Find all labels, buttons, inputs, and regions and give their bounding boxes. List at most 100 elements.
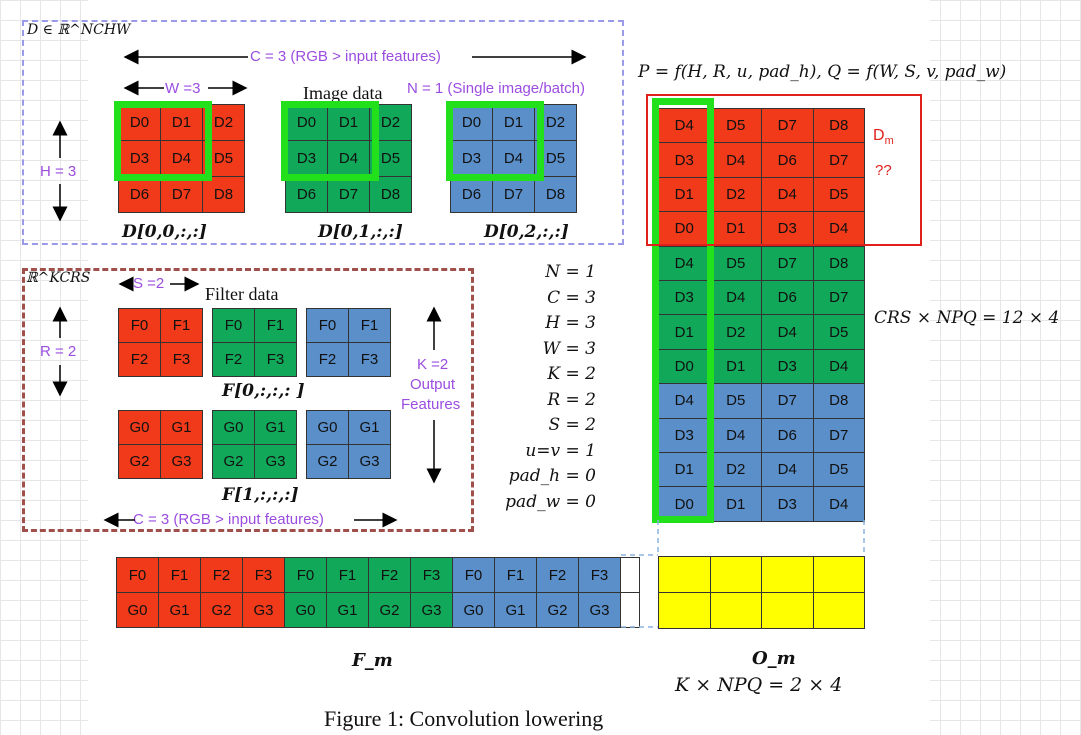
fm-cell-0-4: F0 xyxy=(284,557,327,593)
fm-cell-1-2: G2 xyxy=(200,592,243,628)
image-tensor-label: D ∈ ℝ^NCHW xyxy=(27,22,131,38)
caption-d02: D[0,2,:,:] xyxy=(484,222,569,242)
filter-channels-label: C = 3 (RGB > input features) xyxy=(133,511,324,528)
fm-cell-1-0: G0 xyxy=(116,592,159,628)
dm-cell-blue-1-2: D6 xyxy=(761,417,814,453)
image-cell-red-D1: D1 xyxy=(160,104,203,141)
fm-cell-1-4: G0 xyxy=(284,592,327,628)
filter-cell-green-G0: G0 xyxy=(212,410,255,445)
filter-cell-red-F2: F2 xyxy=(118,342,161,377)
dm-cell-blue-0-3: D8 xyxy=(812,383,865,419)
k-label: K =2 xyxy=(417,356,449,373)
dm-highlight-box xyxy=(646,94,922,246)
fm-cell-1-11: G3 xyxy=(578,592,621,628)
dm-label: Dm xyxy=(873,127,894,148)
batch-label: N = 1 (Single image/batch) xyxy=(407,80,586,97)
fm-label: F_m xyxy=(352,650,393,671)
param-8: pad_h = 0 xyxy=(508,466,596,486)
filter-cell-red-G0: G0 xyxy=(118,410,161,445)
param-7: u=v = 1 xyxy=(525,440,596,461)
filter-cell-red-G2: G2 xyxy=(118,444,161,479)
filter-cell-red-F1: F1 xyxy=(160,308,203,343)
width-label: W =3 xyxy=(165,80,201,97)
param-4: K = 2 xyxy=(547,364,596,384)
image-cell-blue-D7: D7 xyxy=(492,176,535,213)
filter-cell-blue-G1: G1 xyxy=(348,410,391,445)
caption-f1: F[1,:,:,:] xyxy=(222,485,299,505)
dm-cell-red-1-0: D3 xyxy=(658,142,711,178)
filter-cell-green-G1: G1 xyxy=(254,410,297,445)
image-cell-blue-D4: D4 xyxy=(492,140,535,177)
figure-caption: Figure 1: Convolution lowering xyxy=(324,706,604,731)
features-label: Features xyxy=(401,396,461,413)
filter-cell-green-G2: G2 xyxy=(212,444,255,479)
dm-cell-blue-3-0: D0 xyxy=(658,486,711,522)
param-1: C = 3 xyxy=(547,287,596,308)
filter-cell-blue-F0: F0 xyxy=(306,308,349,343)
window-highlight-red xyxy=(114,101,212,181)
r-label: R = 2 xyxy=(40,343,77,360)
dm-cell-green-1-2: D6 xyxy=(761,280,814,316)
fm-cell-0-9: F1 xyxy=(494,557,537,593)
dm-cell-red-0-2: D7 xyxy=(761,108,814,144)
filter-tensor-label: ℝ^KCRS xyxy=(26,270,91,286)
om-cell-1-0 xyxy=(658,592,711,629)
filter-cell-green-F2: F2 xyxy=(212,342,255,377)
output-label: Output xyxy=(410,376,456,393)
image-cell-red-D6: D6 xyxy=(118,176,161,213)
pq-formula: P = f(H, R, u, pad_h), Q = f(W, S, v, pa… xyxy=(638,62,1007,82)
caption-d01: D[0,1,:,:] xyxy=(318,222,403,242)
image-cell-green-D8: D8 xyxy=(369,176,412,213)
channels-label: C = 3 (RGB > input features) xyxy=(250,48,441,65)
dm-cell-green-0-3: D8 xyxy=(812,245,865,281)
fm-cell-0-1: F1 xyxy=(158,557,201,593)
knpq-formula: K × NPQ = 2 × 4 xyxy=(675,674,843,696)
filter-cell-blue-F2: F2 xyxy=(306,342,349,377)
dm-cell-blue-3-1: D1 xyxy=(709,486,762,522)
dm-cell-red-3-2: D3 xyxy=(761,211,814,247)
om-cell-1-1 xyxy=(709,592,762,629)
dm-cell-blue-0-0: D4 xyxy=(658,383,711,419)
fm-cell-1-5: G1 xyxy=(326,592,369,628)
image-data-title: Image data xyxy=(303,83,383,103)
filter-data-title: Filter data xyxy=(205,284,279,304)
fm-cell-0-10: F2 xyxy=(536,557,579,593)
caption-f0: F[0,:,:,: ] xyxy=(222,381,305,401)
filter-cell-red-G1: G1 xyxy=(160,410,203,445)
filter-cell-green-F3: F3 xyxy=(254,342,297,377)
filter-cell-red-F3: F3 xyxy=(160,342,203,377)
stride-s-label: S =2 xyxy=(133,275,165,292)
param-3: W = 3 xyxy=(542,338,596,359)
param-9: pad_w = 0 xyxy=(505,491,596,512)
fm-cell-1-9: G1 xyxy=(494,592,537,628)
om-label: O_m xyxy=(752,648,796,669)
fm-cell-0-0: F0 xyxy=(116,557,159,593)
image-cell-green-D7: D7 xyxy=(327,176,370,213)
dm-cell-blue-0-2: D7 xyxy=(761,383,814,419)
fm-cell-1-10: G2 xyxy=(536,592,579,628)
dm-cell-blue-3-3: D4 xyxy=(812,486,865,522)
fm-cell-1-6: G2 xyxy=(368,592,411,628)
dm-cell-red-2-1: D2 xyxy=(709,176,762,213)
dm-cell-red-0-3: D8 xyxy=(812,108,865,144)
om-cell-0-3 xyxy=(812,556,865,593)
filter-cell-blue-G0: G0 xyxy=(306,410,349,445)
dm-column-highlight xyxy=(652,98,714,523)
fm-cell-0-3: F3 xyxy=(242,557,285,593)
fm-cell-1-3: G3 xyxy=(242,592,285,628)
param-5: R = 2 xyxy=(547,389,596,410)
image-cell-green-D1: D1 xyxy=(327,104,370,141)
image-data-box xyxy=(22,20,624,245)
filter-cell-green-G3: G3 xyxy=(254,444,297,479)
dm-cell-green-1-1: D4 xyxy=(709,280,762,316)
dm-cell-green-1-3: D7 xyxy=(812,280,865,316)
dm-cell-green-2-0: D1 xyxy=(658,314,711,350)
param-6: S = 2 xyxy=(548,415,596,435)
dm-question-note: ?? xyxy=(875,162,892,179)
dm-cell-green-2-3: D5 xyxy=(812,314,865,350)
dm-cell-green-2-2: D4 xyxy=(761,314,814,350)
caption-d00: D[0,0,:,:] xyxy=(122,222,207,242)
image-cell-blue-D8: D8 xyxy=(534,176,577,213)
filter-cell-blue-G2: G2 xyxy=(306,444,349,479)
